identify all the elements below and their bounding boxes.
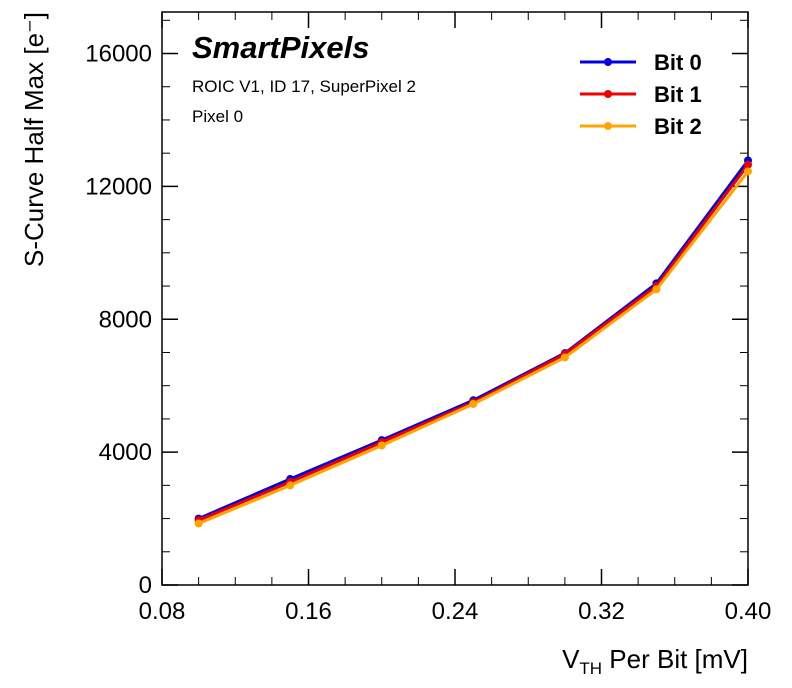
data-point <box>744 167 752 176</box>
y-axis-label: S-Curve Half Max [e⁻] <box>19 12 49 267</box>
legend-label: Bit 2 <box>654 114 702 139</box>
x-label-part: V <box>562 644 580 674</box>
legend-marker <box>604 58 612 66</box>
y-tick-label: 0 <box>139 572 152 599</box>
x-label-sub: TH <box>579 659 602 678</box>
brand-label: SmartPixels <box>192 30 370 65</box>
legend-marker <box>604 122 612 130</box>
data-point <box>377 441 386 450</box>
series-line <box>198 170 750 525</box>
data-point <box>744 160 752 169</box>
x-tick-label: 0.08 <box>139 598 186 625</box>
y-tick-label: 4000 <box>99 439 152 466</box>
y-tick-label: 8000 <box>99 306 152 333</box>
info-label: Pixel 0 <box>192 107 243 126</box>
info-label: ROIC V1, ID 17, SuperPixel 2 <box>192 77 416 96</box>
x-tick-label: 0.16 <box>285 598 332 625</box>
legend-label: Bit 0 <box>654 50 702 75</box>
x-axis-label: VTH Per Bit [mV] <box>562 644 748 678</box>
data-point <box>286 481 295 490</box>
series-line <box>198 159 750 520</box>
y-tick-label: 16000 <box>85 41 152 68</box>
series-line <box>198 163 750 522</box>
x-tick-label: 0.40 <box>725 598 772 625</box>
legend-marker <box>604 90 612 98</box>
data-point <box>652 285 661 294</box>
x-tick-label: 0.24 <box>432 598 479 625</box>
y-tick-label: 12000 <box>85 173 152 200</box>
data-point <box>469 399 478 408</box>
data-point <box>194 519 203 528</box>
x-tick-label: 0.32 <box>578 598 625 625</box>
data-point <box>560 353 569 362</box>
x-label-part: Per Bit [mV] <box>602 644 748 674</box>
legend-label: Bit 1 <box>654 82 702 107</box>
